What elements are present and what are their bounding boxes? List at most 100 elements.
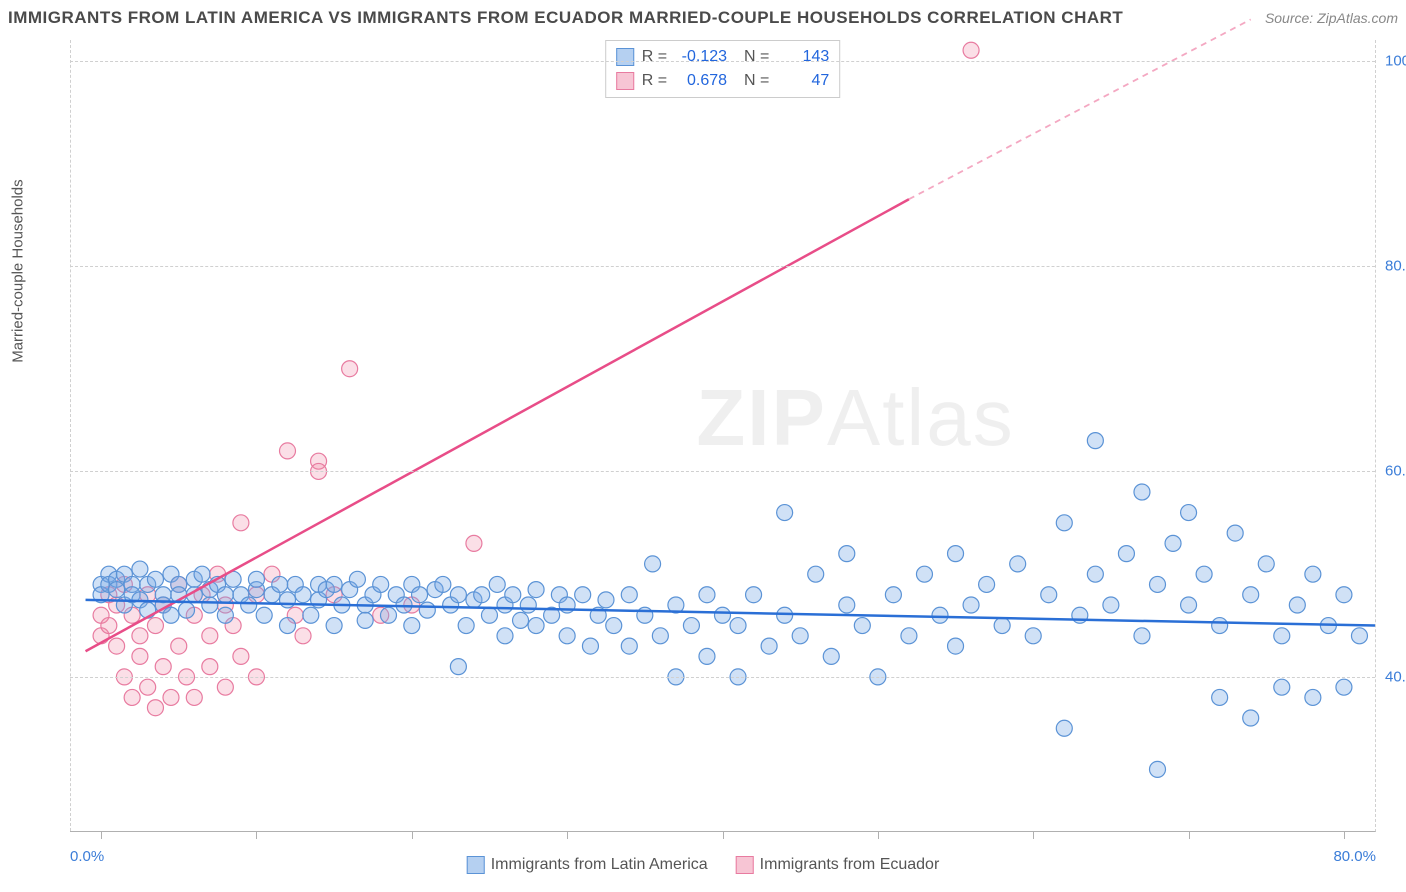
data-point — [1150, 576, 1166, 592]
stats-n-label: N = — [735, 45, 769, 69]
x-tick — [1344, 831, 1345, 839]
legend-bottom: Immigrants from Latin America Immigrants… — [467, 856, 940, 874]
data-point — [140, 679, 156, 695]
data-point — [1336, 679, 1352, 695]
data-point — [202, 597, 218, 613]
data-point — [1305, 566, 1321, 582]
data-point — [497, 628, 513, 644]
data-point — [1336, 587, 1352, 603]
x-tick — [101, 831, 102, 839]
data-point — [839, 546, 855, 562]
data-point — [217, 679, 233, 695]
source-label: Source: ZipAtlas.com — [1265, 10, 1398, 26]
data-point — [466, 535, 482, 551]
title-bar: IMMIGRANTS FROM LATIN AMERICA VS IMMIGRA… — [8, 8, 1398, 28]
data-point — [885, 587, 901, 603]
y-tick-label: 60.0% — [1385, 463, 1406, 480]
data-point — [1227, 525, 1243, 541]
data-point — [412, 587, 428, 603]
scatter-svg — [70, 40, 1375, 831]
data-point — [1134, 484, 1150, 500]
data-point — [147, 700, 163, 716]
data-point — [1274, 628, 1290, 644]
data-point — [342, 361, 358, 377]
data-point — [948, 546, 964, 562]
data-point — [963, 42, 979, 58]
data-point — [606, 618, 622, 634]
data-point — [1103, 597, 1119, 613]
data-point — [435, 576, 451, 592]
data-point — [645, 556, 661, 572]
data-point — [808, 566, 824, 582]
data-point — [132, 648, 148, 664]
data-point — [1150, 761, 1166, 777]
stats-r-label: R = — [642, 45, 667, 69]
data-point — [1305, 689, 1321, 705]
data-point — [621, 638, 637, 654]
data-point — [528, 618, 544, 634]
data-point — [450, 587, 466, 603]
chart-plot-area: R = -0.123 N = 143 R = 0.678 N = 47 ZIPA… — [70, 40, 1376, 832]
data-point — [963, 597, 979, 613]
data-point — [1056, 515, 1072, 531]
data-point — [303, 607, 319, 623]
data-point — [194, 566, 210, 582]
stats-legend-box: R = -0.123 N = 143 R = 0.678 N = 47 — [605, 40, 841, 98]
legend-item-pink: Immigrants from Ecuador — [736, 856, 940, 874]
gridline-h — [70, 266, 1375, 267]
data-point — [256, 607, 272, 623]
data-point — [1181, 597, 1197, 613]
data-point — [109, 582, 125, 598]
data-point — [598, 592, 614, 608]
data-point — [248, 571, 264, 587]
data-point — [520, 597, 536, 613]
legend-swatch-blue — [467, 856, 485, 874]
x-min-label: 0.0% — [70, 848, 104, 865]
data-point — [419, 602, 435, 618]
stats-r-value-pink: 0.678 — [675, 69, 727, 93]
data-point — [124, 689, 140, 705]
data-point — [101, 618, 117, 634]
legend-label-pink: Immigrants from Ecuador — [760, 856, 940, 874]
data-point — [730, 618, 746, 634]
stats-n-value-blue: 143 — [777, 45, 829, 69]
data-point — [280, 592, 296, 608]
data-point — [233, 648, 249, 664]
data-point — [1041, 587, 1057, 603]
data-point — [528, 582, 544, 598]
data-point — [202, 628, 218, 644]
x-tick — [567, 831, 568, 839]
data-point — [147, 618, 163, 634]
data-point — [280, 618, 296, 634]
data-point — [916, 566, 932, 582]
stats-row-pink: R = 0.678 N = 47 — [616, 69, 830, 93]
data-point — [582, 638, 598, 654]
data-point — [979, 576, 995, 592]
data-point — [171, 638, 187, 654]
gridline-h — [70, 61, 1375, 62]
data-point — [147, 571, 163, 587]
x-tick — [1189, 831, 1190, 839]
data-point — [505, 587, 521, 603]
data-point — [683, 618, 699, 634]
data-point — [1134, 628, 1150, 644]
data-point — [1056, 720, 1072, 736]
data-point — [1025, 628, 1041, 644]
data-point — [1274, 679, 1290, 695]
stats-r-value-blue: -0.123 — [675, 45, 727, 69]
data-point — [217, 607, 233, 623]
data-point — [132, 628, 148, 644]
data-point — [513, 612, 529, 628]
swatch-pink — [616, 72, 634, 90]
x-tick — [723, 831, 724, 839]
data-point — [295, 628, 311, 644]
stats-n-value-pink: 47 — [777, 69, 829, 93]
y-axis-label: Married-couple Households — [10, 179, 27, 362]
data-point — [932, 607, 948, 623]
data-point — [404, 618, 420, 634]
data-point — [179, 602, 195, 618]
data-point — [1351, 628, 1367, 644]
data-point — [1010, 556, 1026, 572]
data-point — [1289, 597, 1305, 613]
data-point — [132, 561, 148, 577]
